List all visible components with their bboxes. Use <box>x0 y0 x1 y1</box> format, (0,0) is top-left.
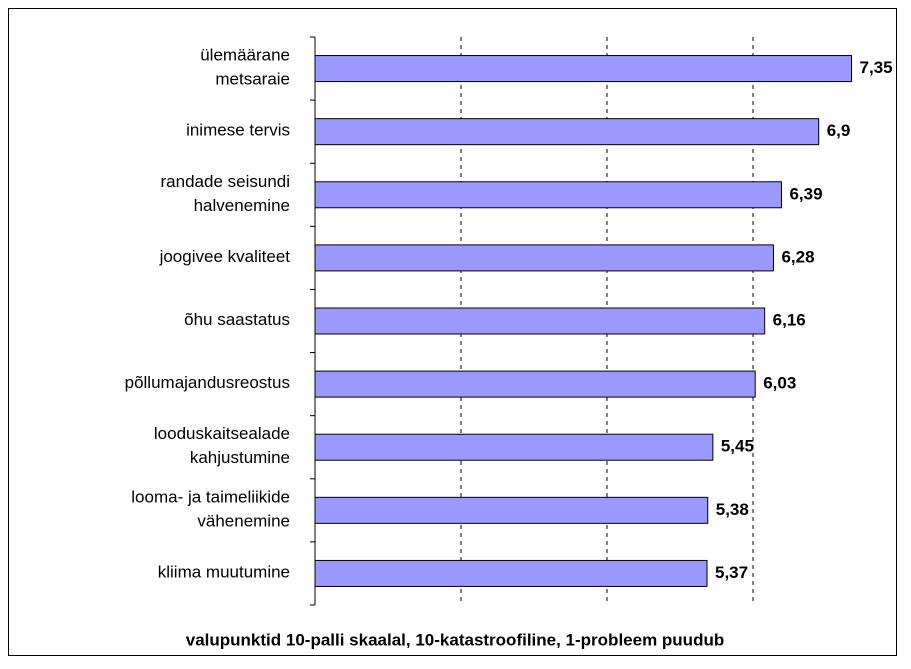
value-label: 5,38 <box>716 500 749 519</box>
y-tick-label: inimese tervis <box>186 121 290 140</box>
value-label: 5,45 <box>721 437 754 456</box>
y-tick-label-line: põllumajandusreostus <box>125 374 290 393</box>
y-tick-label: looduskaitsealade kahjustumine <box>154 425 290 468</box>
value-label: 6,16 <box>773 310 806 329</box>
value-label: 5,37 <box>715 563 748 582</box>
y-tick-label-line: kliima muutumine <box>158 563 290 582</box>
y-tick-label: randade seisundi halvenemine <box>161 172 290 215</box>
y-tick-label-line: vähenemine <box>197 512 290 531</box>
value-label: 6,28 <box>781 247 814 266</box>
y-tick-label-line: halvenemine <box>194 196 290 215</box>
y-tick-label: õhu saastatus <box>184 310 290 329</box>
bar <box>314 118 820 146</box>
bar <box>314 433 714 461</box>
bar <box>314 370 756 398</box>
y-tick-label-line: õhu saastatus <box>184 310 290 329</box>
value-label: 6,39 <box>789 184 822 203</box>
y-tick-label-line: ülemäärane <box>200 46 290 65</box>
y-tick-label: põllumajandusreostus <box>125 374 290 393</box>
y-tick-label-line: joogivee kvaliteet <box>159 247 291 266</box>
y-tick-label-line: looma- ja taimeliikide <box>131 488 290 507</box>
y-tick-label-line: looduskaitsealade <box>154 425 290 444</box>
value-label: 7,35 <box>860 58 893 77</box>
y-tick-label: looma- ja taimeliikide vähenemine <box>131 488 290 531</box>
bar <box>314 307 766 335</box>
bar <box>314 559 708 587</box>
y-tick-label: joogivee kvaliteet <box>159 247 291 266</box>
y-tick-label-line: kahjustumine <box>190 449 290 468</box>
y-tick-label: kliima muutumine <box>158 563 290 582</box>
y-tick-label-line: inimese tervis <box>186 121 290 140</box>
bar <box>314 181 782 209</box>
bar <box>314 496 709 524</box>
y-tick-label-line: metsaraie <box>215 70 290 89</box>
x-axis-label: valupunktid 10-palli skaalal, 10-katastr… <box>186 630 724 649</box>
y-tick-label-line: randade seisundi <box>161 172 290 191</box>
bar <box>314 55 853 83</box>
value-label: 6,9 <box>827 121 851 140</box>
y-tick-label: ülemäärane metsaraie <box>200 46 290 89</box>
bar <box>314 244 774 272</box>
value-label: 6,03 <box>763 374 796 393</box>
